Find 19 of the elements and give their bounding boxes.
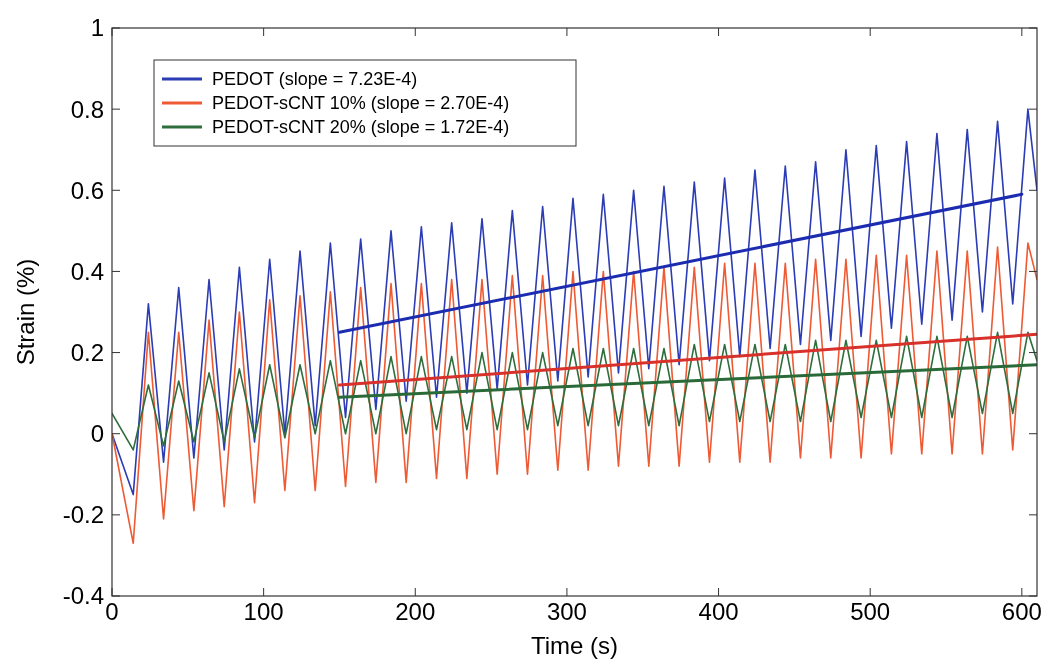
y-tick-label: 0.6: [70, 176, 104, 204]
legend-label: PEDOT-sCNT 10% (slope = 2.70E-4): [212, 93, 510, 114]
x-axis-title: Time (s): [530, 632, 619, 659]
x-tick-label: 200: [395, 598, 436, 625]
y-axis-title: Strain (%): [12, 258, 39, 366]
y-tick-label: 1: [90, 14, 104, 42]
y-tick-label: -0.2: [62, 501, 104, 529]
y-tick-label: 0.2: [70, 338, 104, 366]
legend-label: PEDOT (slope = 7.23E-4): [212, 69, 418, 90]
y-tick-label: 0.8: [70, 95, 104, 123]
legend-label: PEDOT-sCNT 20% (slope = 1.72E-4): [212, 117, 510, 138]
y-tick-label: 0.4: [70, 257, 104, 285]
y-tick-label: 0: [90, 420, 104, 448]
y-tick-label: -0.4: [62, 582, 104, 610]
x-tick-label: 600: [1001, 598, 1042, 625]
x-tick-label: 400: [698, 598, 739, 625]
x-tick-label: 500: [850, 598, 891, 625]
x-tick-label: 300: [546, 598, 587, 625]
x-tick-label: 100: [243, 598, 284, 625]
